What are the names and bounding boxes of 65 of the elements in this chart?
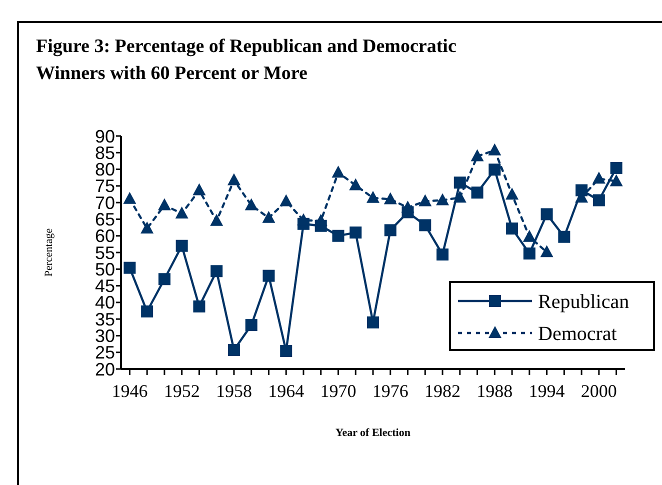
point [176, 240, 188, 252]
point [470, 149, 484, 162]
x-tick-label: 1982 [424, 381, 461, 401]
x-tick-label: 1946 [112, 381, 148, 401]
point [193, 300, 206, 312]
point [227, 173, 240, 186]
point [418, 194, 432, 206]
x-tick-label: 1976 [372, 381, 408, 401]
point [245, 319, 258, 332]
point [523, 248, 536, 260]
point [367, 316, 379, 328]
legend-label: Republican [538, 291, 630, 313]
x-axis-title: Year of Election [336, 427, 410, 439]
point [384, 192, 397, 204]
point [384, 224, 396, 236]
x-tick-label: 1964 [268, 381, 304, 401]
point [262, 270, 275, 282]
point [349, 178, 362, 190]
point [244, 198, 258, 210]
point [210, 214, 224, 226]
point [610, 174, 623, 186]
point [401, 200, 414, 213]
chart-title: Figure 3: Percentage of Republican and Democratic Winners with 60 Percent or More [36, 36, 456, 84]
point [140, 222, 154, 234]
point [332, 230, 344, 242]
y-axis-title: Percentage [43, 228, 55, 277]
point [158, 198, 171, 210]
point [419, 219, 432, 232]
point [332, 166, 345, 178]
point [540, 208, 553, 220]
x-tick-label: 1958 [216, 381, 252, 401]
x-tick-label: 1952 [164, 381, 200, 401]
point [175, 206, 188, 219]
x-tick-label: 1988 [476, 381, 513, 401]
point [228, 344, 240, 356]
point [592, 194, 605, 206]
point [610, 162, 622, 174]
point [454, 176, 466, 189]
legend-label: Democrat [538, 323, 618, 345]
point [488, 143, 502, 156]
point [436, 248, 449, 260]
point [123, 192, 136, 204]
point [540, 245, 554, 258]
point [124, 262, 136, 274]
point [436, 193, 450, 206]
point [592, 172, 606, 184]
point [471, 186, 484, 199]
point [210, 265, 223, 278]
x-tick-label: 1994 [528, 381, 565, 401]
point [280, 194, 293, 206]
point [506, 222, 518, 235]
point [141, 305, 154, 318]
point [192, 183, 206, 196]
x-tick-label: 1970 [320, 381, 356, 401]
point [280, 345, 292, 358]
point [350, 226, 362, 239]
point [262, 210, 276, 223]
point [488, 164, 501, 176]
point [158, 273, 170, 286]
point [453, 190, 466, 203]
point [366, 190, 380, 203]
point [558, 230, 570, 243]
x-tick-label: 2000 [580, 381, 617, 401]
point [522, 230, 536, 242]
point [506, 188, 519, 200]
